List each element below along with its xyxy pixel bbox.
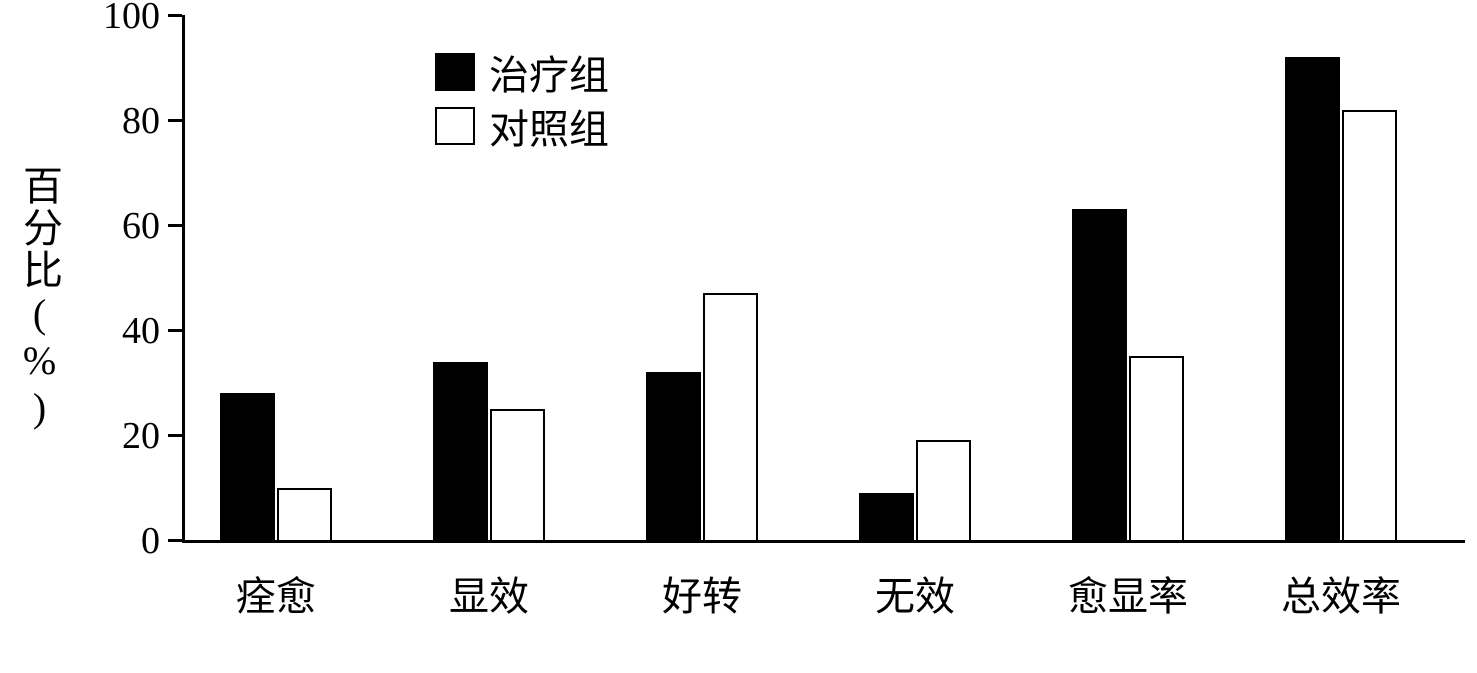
y-tick [168,434,182,437]
x-tick-label: 显效 [449,564,529,622]
bar [916,440,971,540]
bar [1129,356,1184,540]
bar [490,409,545,540]
y-tick-label: 60 [122,204,160,248]
y-tick-label: 20 [122,414,160,458]
y-tick-label: 80 [122,99,160,143]
y-tick-label: 40 [122,309,160,353]
legend-entry: 治疗组 [435,45,609,99]
grouped-bar-chart: 0 20 40 60 80 100 百分比(%) 痊愈 显效 好转 无效 愈显率 总效率 治疗组对照组 [0,0,1477,673]
y-tick [168,119,182,122]
bar [277,488,332,541]
legend-entry: 对照组 [435,99,609,153]
x-tick-label: 总效率 [1281,564,1401,622]
bar [1072,209,1127,540]
legend-swatch [435,107,475,145]
bar [646,372,701,540]
y-axis-title: 百分比(%) [10,110,68,488]
x-axis-line [182,540,1465,543]
bar [1285,57,1340,540]
x-tick-label: 痊愈 [236,564,316,622]
bar [859,493,914,540]
bar [1342,110,1397,541]
y-tick-label: 100 [103,0,160,38]
x-tick-label: 无效 [875,564,955,622]
y-tick [168,14,182,17]
x-tick-label: 愈显率 [1068,564,1188,622]
legend-label: 治疗组 [489,43,609,101]
bar [220,393,275,540]
y-tick [168,329,182,332]
y-axis-line [182,15,185,540]
bar [433,362,488,541]
x-tick-label: 好转 [662,564,742,622]
y-tick [168,224,182,227]
y-tick [168,539,182,542]
bar [703,293,758,540]
y-tick-label: 0 [141,519,160,563]
legend-label: 对照组 [489,97,609,155]
legend-swatch [435,53,475,91]
